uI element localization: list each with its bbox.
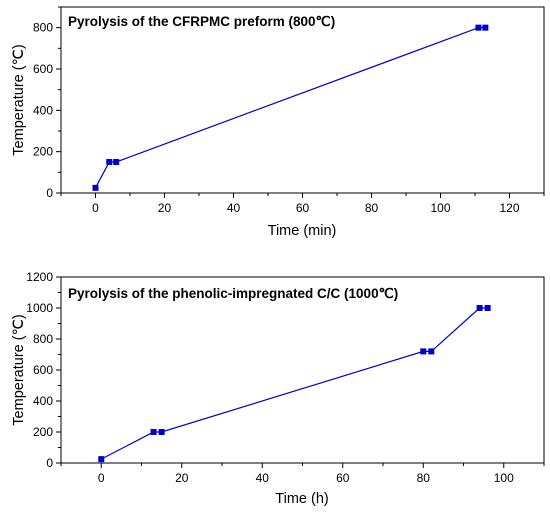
x-tick-label: 40 [256, 471, 270, 485]
plot-frame [60, 276, 545, 464]
data-point [482, 24, 489, 31]
x-tick-label: 20 [158, 201, 172, 215]
y-tick-label: 200 [33, 145, 53, 159]
x-axis-label: Time (h) [275, 491, 328, 507]
x-tick-label: 60 [336, 471, 350, 485]
x-axis-label: Time (min) [268, 223, 337, 239]
data-point [92, 184, 99, 191]
x-tick-label: 0 [98, 471, 105, 485]
chart-title: Pyrolysis of the phenolic-impregnated C/… [68, 286, 398, 301]
y-tick-label: 400 [33, 394, 53, 408]
data-point [420, 348, 427, 355]
data-point [98, 456, 105, 463]
chart-bottom: Pyrolysis of the phenolic-impregnated C/… [11, 270, 545, 507]
y-tick-label: 800 [33, 21, 53, 35]
data-point [484, 305, 491, 311]
data-point [150, 429, 157, 435]
y-axis-label: Temperature (℃) [11, 44, 27, 155]
ticks-group: 0 20 40 60 80 100 120 0 200 400 600 800 [33, 6, 545, 215]
plot-frame [60, 6, 545, 194]
data-point [158, 429, 165, 435]
x-tick-label: 20 [175, 471, 189, 485]
x-tick-label: 100 [430, 201, 450, 215]
x-tick-label: 40 [227, 201, 241, 215]
y-tick-label: 600 [33, 62, 53, 76]
data-point [113, 159, 120, 165]
marks-group [98, 305, 491, 463]
y-tick-label: 1200 [26, 270, 53, 284]
y-axis-label: Temperature (℃) [11, 314, 27, 425]
y-tick-label: 600 [33, 363, 53, 377]
x-tick-label: 100 [494, 471, 514, 485]
data-point [475, 24, 482, 31]
chart-title: Pyrolysis of the CFRPMC preform (800℃) [68, 14, 335, 29]
series-line [100, 307, 488, 460]
x-tick-label: 0 [92, 201, 99, 215]
chart-top: Pyrolysis of the CFRPMC preform (800℃) T… [11, 6, 545, 239]
x-tick-label: 80 [417, 471, 431, 485]
marks-group [92, 24, 489, 191]
y-tick-label: 0 [46, 456, 53, 470]
y-tick-label: 1000 [26, 301, 53, 315]
data-point [476, 305, 483, 311]
series-line [94, 27, 486, 189]
y-tick-label: 200 [33, 425, 53, 439]
y-tick-label: 400 [33, 103, 53, 117]
data-point [106, 159, 113, 165]
x-tick-label: 120 [499, 201, 519, 215]
y-tick-label: 0 [46, 186, 53, 200]
data-point [428, 348, 435, 355]
x-tick-label: 60 [296, 201, 310, 215]
y-tick-label: 800 [33, 332, 53, 346]
x-tick-label: 80 [365, 201, 379, 215]
